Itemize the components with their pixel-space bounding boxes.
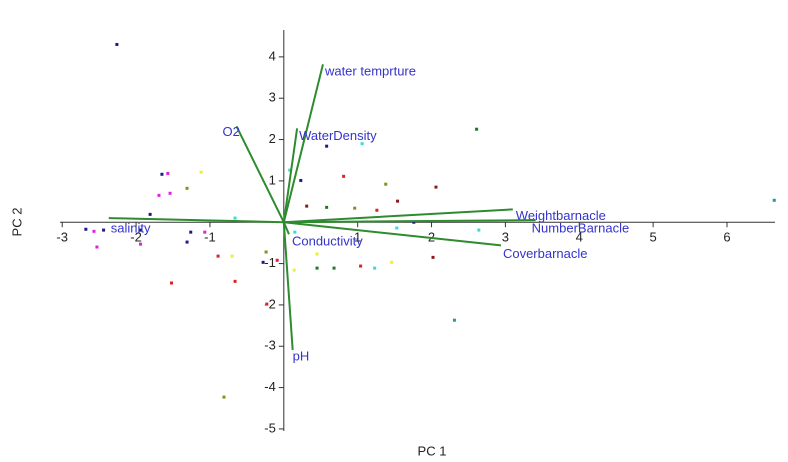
loading-vector — [282, 222, 294, 351]
score-point — [293, 230, 297, 234]
score-point — [139, 228, 143, 232]
y-axis-label: PC 2 — [9, 208, 24, 237]
x-tick-label: -2 — [130, 230, 142, 245]
score-point — [233, 279, 237, 283]
score-point — [390, 260, 394, 264]
score-point — [325, 205, 329, 209]
loading-vector — [283, 208, 513, 224]
loading-label: WaterDensity — [299, 128, 377, 143]
score-point — [288, 168, 292, 172]
loading-label: pH — [293, 348, 310, 363]
loading-vector — [283, 219, 536, 224]
score-point — [395, 226, 399, 230]
score-point — [168, 191, 172, 195]
y-tick-label: -1 — [264, 255, 276, 270]
score-point — [92, 229, 96, 233]
score-point — [412, 220, 416, 224]
y-tick-label: 2 — [269, 131, 276, 146]
score-point — [475, 127, 479, 131]
score-point — [199, 170, 203, 174]
score-point — [772, 198, 776, 202]
score-point — [315, 266, 319, 270]
score-point — [342, 174, 346, 178]
loading-vector — [108, 217, 284, 224]
score-point — [115, 42, 119, 46]
x-axis-label: PC 1 — [418, 443, 447, 458]
score-point — [261, 260, 265, 264]
score-point — [325, 144, 329, 148]
score-point — [292, 268, 296, 272]
score-point — [360, 142, 364, 146]
score-point — [95, 245, 99, 249]
score-point — [222, 395, 226, 399]
y-tick-label: 1 — [269, 172, 276, 187]
score-point — [166, 171, 170, 175]
score-point — [275, 258, 279, 262]
score-point — [452, 318, 456, 322]
loading-label: Weightbarnacle — [516, 208, 606, 223]
loading-label: NumberBarnacle — [532, 221, 630, 236]
score-point — [305, 204, 309, 208]
loading-label: water temprture — [324, 64, 416, 79]
score-point — [84, 227, 88, 231]
x-tick-label: 4 — [576, 230, 583, 245]
loading-vector — [235, 125, 285, 223]
x-tick-label: -1 — [204, 230, 216, 245]
y-tick-label: -4 — [264, 379, 276, 394]
score-point — [265, 302, 269, 306]
score-point — [170, 281, 174, 285]
score-point — [185, 240, 189, 244]
score-point — [216, 254, 220, 258]
score-point — [148, 212, 152, 216]
score-point — [157, 193, 161, 197]
score-point — [353, 206, 357, 210]
score-point — [477, 228, 481, 232]
loading-vector — [282, 128, 299, 223]
score-point — [160, 172, 164, 176]
y-tick-label: 4 — [269, 48, 276, 63]
score-point — [102, 228, 106, 232]
score-point — [264, 250, 268, 254]
x-tick-label: 3 — [502, 230, 509, 245]
score-point — [359, 264, 363, 268]
loading-label: Conductivity — [292, 234, 363, 249]
loading-label: salinity — [111, 221, 151, 236]
loading-label: Coverbarnacle — [503, 246, 588, 261]
x-tick-label: 6 — [723, 230, 730, 245]
x-tick-label: 5 — [650, 230, 657, 245]
x-tick-label: -3 — [56, 230, 68, 245]
score-point — [185, 186, 189, 190]
score-point — [384, 182, 388, 186]
score-point — [396, 199, 400, 203]
y-tick-label: -3 — [264, 338, 276, 353]
loading-label: O2 — [223, 124, 240, 139]
loading-vector — [282, 64, 324, 223]
score-point — [203, 230, 207, 234]
score-point — [332, 266, 336, 270]
score-point — [315, 252, 319, 256]
score-point — [233, 216, 237, 220]
y-tick-label: 3 — [269, 90, 276, 105]
score-point — [373, 266, 377, 270]
score-point — [375, 208, 379, 212]
loading-vector — [283, 221, 502, 247]
score-point — [431, 255, 435, 259]
score-point — [299, 178, 303, 182]
y-tick-label: -5 — [264, 420, 276, 435]
score-point — [139, 242, 143, 246]
score-point — [230, 254, 234, 258]
x-tick-label: 1 — [354, 230, 361, 245]
score-point — [189, 230, 193, 234]
score-point — [434, 185, 438, 189]
y-tick-label: -2 — [264, 296, 276, 311]
